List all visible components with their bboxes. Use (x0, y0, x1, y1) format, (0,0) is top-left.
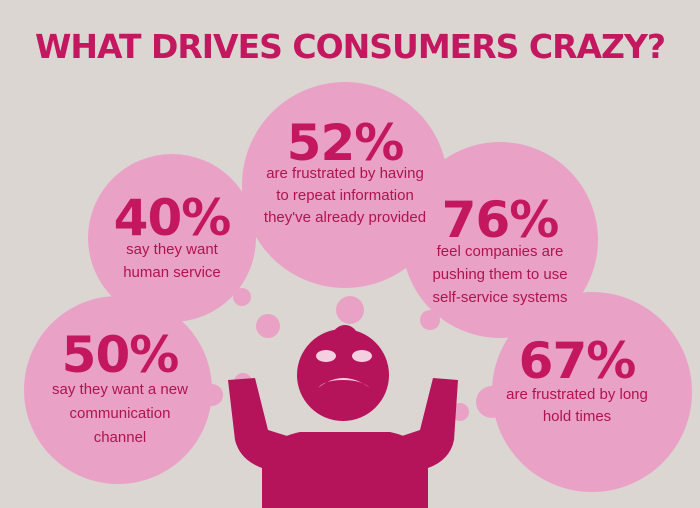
face (316, 350, 372, 388)
small-bubble (420, 310, 440, 330)
description: communication (70, 405, 171, 422)
stat: 52% (287, 114, 404, 172)
bubble (242, 82, 448, 288)
stat: 67% (519, 332, 636, 390)
stat: 40% (114, 189, 231, 247)
small-bubble (201, 384, 223, 406)
head (297, 329, 389, 421)
stat: 76% (442, 191, 559, 249)
small-bubble (336, 296, 364, 324)
thought-bubbles (24, 82, 692, 492)
description: they've already provided (264, 209, 426, 226)
small-bubble (233, 288, 251, 306)
bubble (492, 292, 692, 492)
stat: 50% (62, 326, 179, 384)
bubble (402, 142, 598, 338)
left-eye (316, 350, 336, 362)
body (262, 432, 428, 508)
bubble-texts: 52%are frustrated by having to repeat inf… (52, 114, 648, 446)
description: hold times (543, 408, 611, 425)
bubble (88, 154, 256, 322)
description: channel (94, 429, 147, 446)
left-arm (228, 378, 300, 470)
description: are frustrated by having (266, 165, 424, 182)
description: say they want (126, 241, 219, 258)
description: to repeat information (276, 187, 414, 204)
description: feel companies are (437, 243, 564, 260)
bubble (24, 296, 212, 484)
description: human service (123, 264, 221, 281)
description: pushing them to use (432, 266, 567, 283)
small-bubble (256, 314, 280, 338)
right-arm (390, 378, 458, 470)
mouth (318, 378, 370, 388)
right-eye (352, 350, 372, 362)
description: say they want a new (52, 381, 188, 398)
small-bubble (476, 386, 508, 418)
description: are frustrated by long (506, 386, 648, 403)
description: self-service systems (432, 289, 567, 306)
title: WHAT DRIVES CONSUMERS CRAZY? (35, 27, 665, 66)
